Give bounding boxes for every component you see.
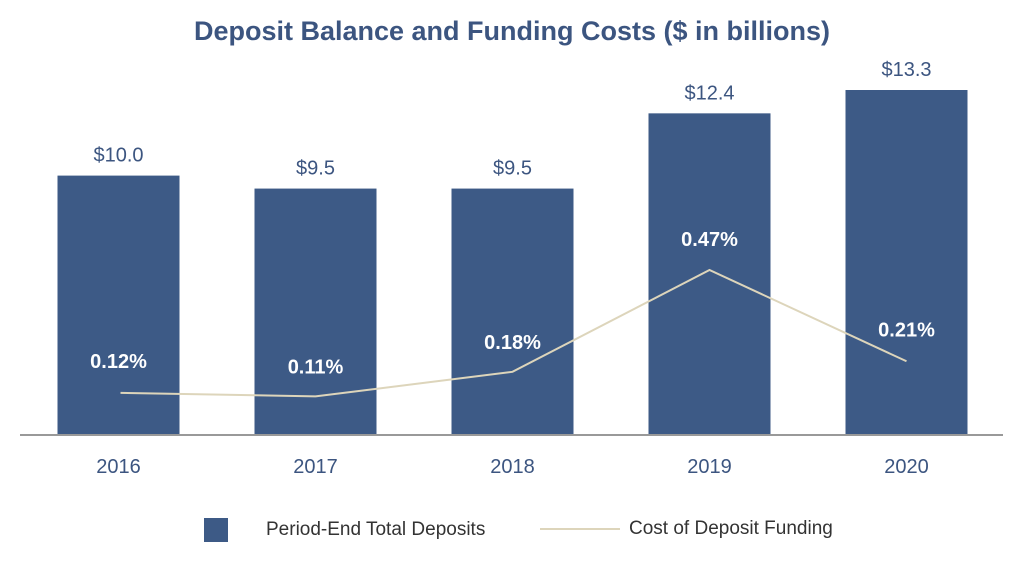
x-tick-label-2018: 2018 xyxy=(490,456,535,478)
x-tick-label-2019: 2019 xyxy=(687,456,732,478)
chart-plot: $10.0 2016 0.12% $9.5 2017 0.11% $9.5 2018 0.18%… xyxy=(20,59,1003,478)
bar-value-label-2019: $12.4 xyxy=(684,82,734,104)
bar-2018 xyxy=(451,188,574,435)
legend-swatch-deposits xyxy=(204,518,228,542)
legend-label-funding-cost: Cost of Deposit Funding xyxy=(629,518,833,539)
line-value-label-2020: 0.21% xyxy=(878,319,935,341)
legend-item-funding-cost[interactable]: Cost of Deposit Funding xyxy=(540,518,833,540)
legend-item-deposits[interactable]: Period-End Total Deposits xyxy=(204,518,485,542)
bar-2019 xyxy=(648,113,771,436)
line-series-funding-cost xyxy=(120,268,907,398)
legend-label-deposits: Period-End Total Deposits xyxy=(266,519,486,540)
x-tick-label-2016: 2016 xyxy=(96,456,141,478)
bar-2017 xyxy=(254,188,377,435)
bar-2016 xyxy=(57,175,180,435)
line-value-label-2019: 0.47% xyxy=(681,229,738,251)
chart-title: Deposit Balance and Funding Costs ($ in … xyxy=(193,16,831,46)
bar-value-label-2017: $9.5 xyxy=(296,158,335,180)
x-tick-label-2017: 2017 xyxy=(293,456,338,478)
legend: Period-End Total Deposits Cost of Deposi… xyxy=(0,518,1024,548)
line-value-label-2017: 0.11% xyxy=(288,356,344,378)
line-value-label-2016: 0.12% xyxy=(90,351,147,373)
bar-value-label-2018: $9.5 xyxy=(493,158,532,180)
legend-swatch-funding-cost xyxy=(540,528,620,530)
bar-value-label-2020: $13.3 xyxy=(881,59,931,81)
line-value-label-2018: 0.18% xyxy=(484,332,541,354)
bar-2020 xyxy=(845,90,968,435)
bar-value-label-2016: $10.0 xyxy=(93,145,143,167)
x-tick-label-2020: 2020 xyxy=(884,456,929,478)
